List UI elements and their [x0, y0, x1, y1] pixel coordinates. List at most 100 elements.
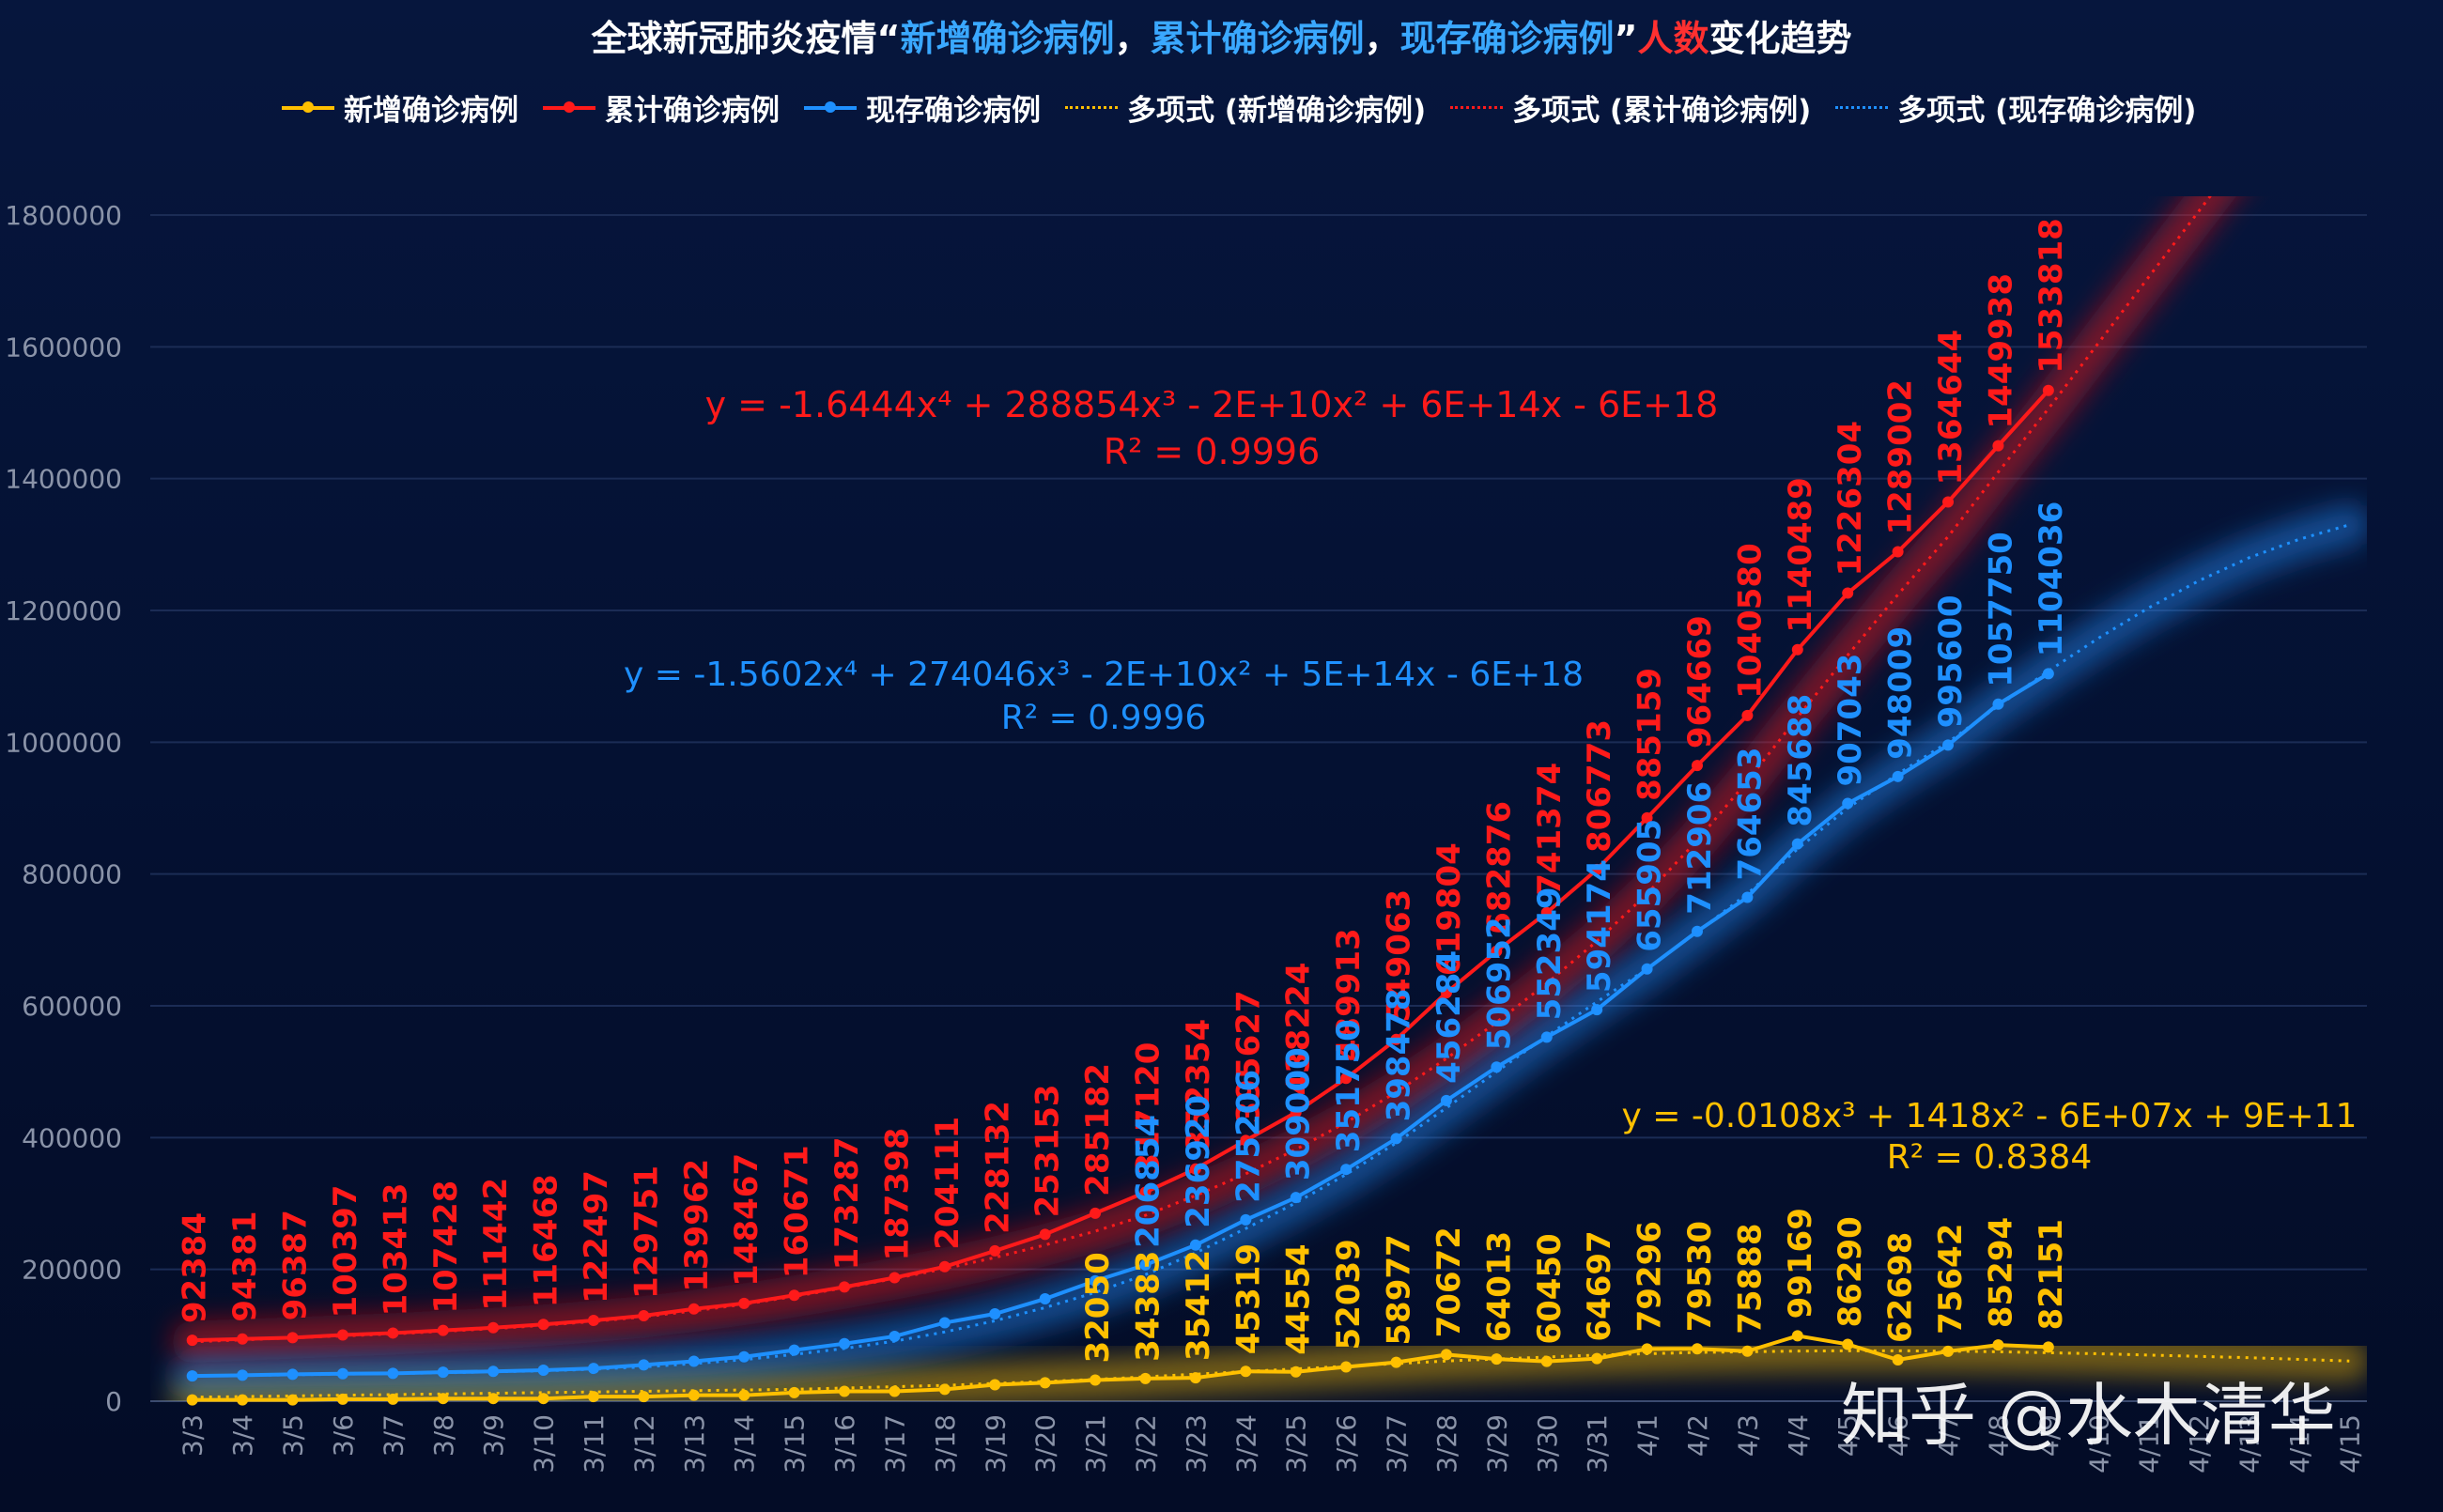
data-label: 92384 — [177, 1212, 214, 1323]
data-point — [1540, 1031, 1553, 1043]
data-point — [938, 1260, 951, 1273]
data-label: 552349 — [1531, 887, 1569, 1020]
data-label: 395627 — [1229, 990, 1267, 1123]
data-point — [1691, 1343, 1703, 1355]
data-label: 1449938 — [1982, 273, 2019, 429]
watermark: 知乎 @水木清华 — [1841, 1376, 2336, 1455]
data-label: 682876 — [1480, 801, 1518, 934]
x-tick-label: 3/14 — [729, 1414, 760, 1473]
legend-item-cumulative-cases[interactable]: 累计确诊病例 — [543, 86, 780, 129]
x-tick-label: 4/5 — [1832, 1414, 1863, 1457]
x-tick-label: 3/19 — [980, 1414, 1011, 1473]
data-label: 204111 — [929, 1117, 966, 1250]
series-line — [192, 389, 2050, 1343]
x-tick-label: 4/15 — [2334, 1414, 2365, 1473]
data-label: 285182 — [1079, 1063, 1117, 1196]
y-tick-label: 1600000 — [5, 332, 122, 363]
y-tick-label: 0 — [105, 1386, 122, 1417]
title-quote: ” — [1614, 18, 1638, 59]
data-point — [788, 1386, 800, 1398]
data-point — [336, 1329, 348, 1341]
data-point — [1440, 1349, 1452, 1361]
x-tick-label: 3/11 — [579, 1414, 610, 1473]
data-point — [788, 1344, 800, 1356]
series-line — [192, 1334, 2049, 1402]
data-point — [1691, 925, 1703, 937]
x-tick-label: 4/14 — [2284, 1414, 2315, 1473]
legend-item-active-cases[interactable]: 现存确诊病例 — [804, 86, 1041, 129]
data-point — [537, 1319, 549, 1331]
title-suffix: 变化趋势 — [1709, 18, 1852, 59]
x-tick-label: 3/26 — [1331, 1414, 1362, 1473]
data-point — [1842, 1338, 1854, 1350]
data-label: 1140489 — [1782, 477, 1819, 633]
y-tick-label: 200000 — [22, 1255, 122, 1286]
legend-item-trend-active[interactable]: 多项式 (现存确诊病例) — [1835, 86, 2196, 129]
data-point — [989, 1244, 1001, 1257]
chart-title: 全球新冠肺炎疫情“新增确诊病例，累计确诊病例，现存确诊病例”人数变化趋势 — [0, 9, 2443, 61]
x-tick-label: 3/12 — [628, 1414, 659, 1473]
y-tick-label: 400000 — [22, 1122, 122, 1153]
data-point — [2042, 384, 2054, 396]
data-label: 103413 — [377, 1182, 414, 1316]
data-label: 438224 — [1280, 963, 1318, 1096]
data-point — [587, 1315, 599, 1327]
data-label: 96387 — [277, 1210, 315, 1320]
data-point — [336, 1393, 348, 1405]
equation-cumulative: y = -1.6444x⁴ + 288854x³ - 2E+10x² + 6E+… — [705, 384, 1719, 425]
equation-active: y = -1.5602x⁴ + 274046x³ - 2E+10x² + 5E+… — [624, 656, 1584, 694]
legend-item-trend-cumulative[interactable]: 多项式 (累计确诊病例) — [1450, 86, 1811, 129]
legend-label: 多项式 (现存确诊病例) — [1897, 94, 2197, 128]
data-point — [1491, 1353, 1503, 1365]
x-tick-label: 3/31 — [1582, 1414, 1613, 1473]
data-point — [186, 1370, 198, 1382]
data-label: 75888 — [1731, 1223, 1769, 1334]
data-point — [738, 1297, 750, 1309]
data-point — [1791, 838, 1803, 850]
data-point — [587, 1363, 599, 1375]
data-point — [1290, 1365, 1302, 1378]
data-label: 655905 — [1631, 819, 1669, 952]
x-tick-label: 3/28 — [1431, 1414, 1462, 1473]
legend-label: 多项式 (新增确诊病例) — [1127, 94, 1427, 128]
data-point — [286, 1332, 299, 1344]
x-tick-label: 3/4 — [227, 1414, 258, 1457]
x-tick-label: 4/4 — [1783, 1414, 1814, 1457]
title-prefix: 全球新冠肺炎疫情“ — [591, 18, 901, 59]
data-point — [1842, 797, 1854, 810]
data-point — [1039, 1293, 1051, 1305]
r2-new: R² = 0.8384 — [1887, 1138, 2092, 1177]
data-point — [889, 1385, 901, 1397]
data-point — [1340, 1361, 1353, 1373]
data-point — [1491, 945, 1503, 957]
x-tick-label: 4/6 — [1883, 1414, 1914, 1457]
data-label: 885159 — [1631, 668, 1669, 801]
data-label: 253153 — [1029, 1084, 1067, 1217]
data-point — [1189, 1372, 1201, 1384]
data-label: 58977 — [1381, 1234, 1418, 1345]
chart-legend: 新增确诊病例 累计确诊病例 现存确诊病例 多项式 (新增确诊病例) 多项式 (累… — [282, 86, 2196, 129]
data-point — [387, 1327, 399, 1339]
x-tick-label: 3/16 — [829, 1414, 860, 1473]
data-label: 309000 — [1280, 1047, 1318, 1180]
data-label: 148467 — [728, 1153, 765, 1287]
x-tick-label: 3/27 — [1382, 1414, 1413, 1473]
x-tick-label: 3/7 — [378, 1414, 409, 1457]
legend-item-trend-new[interactable]: 多项式 (新增确诊病例) — [1065, 86, 1426, 129]
data-point — [938, 1317, 951, 1329]
y-tick-label: 800000 — [22, 859, 122, 890]
legend-item-new-cases[interactable]: 新增确诊病例 — [282, 86, 518, 129]
data-point — [1340, 1164, 1353, 1176]
data-point — [1591, 1352, 1603, 1365]
data-point — [1139, 1258, 1152, 1271]
data-label: 122497 — [578, 1170, 615, 1304]
title-cumulative-cases: 累计确诊病例 — [1150, 18, 1365, 59]
data-label: 45319 — [1229, 1243, 1267, 1354]
data-point — [1039, 1377, 1051, 1389]
data-label: 351750 — [1330, 1019, 1368, 1152]
data-point — [1942, 739, 1955, 751]
data-point — [1641, 811, 1653, 824]
data-point — [839, 1337, 851, 1350]
x-tick-label: 4/11 — [2134, 1414, 2165, 1473]
data-point — [1992, 440, 2004, 452]
